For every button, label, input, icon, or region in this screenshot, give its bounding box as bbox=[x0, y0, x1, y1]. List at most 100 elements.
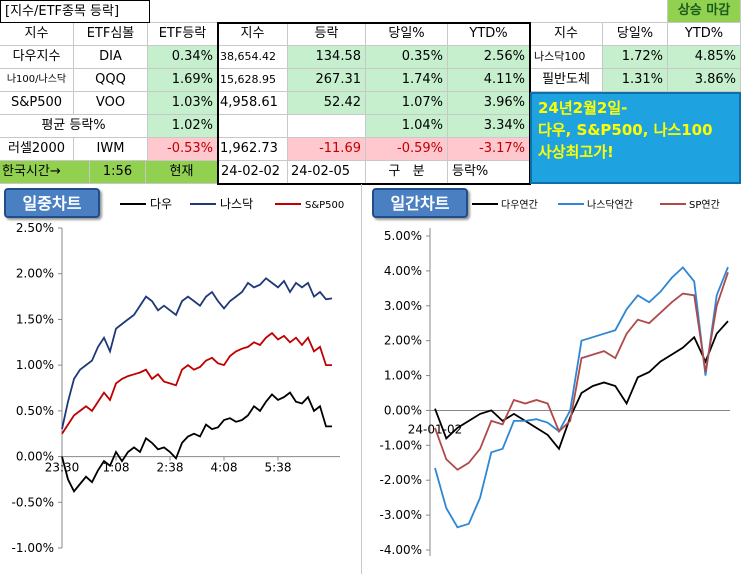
korea-time-value: 1:56 bbox=[90, 161, 146, 184]
y-tick-label: 5.00% bbox=[384, 229, 422, 243]
row-nasdaq-etf-change: 1.69% bbox=[148, 69, 218, 92]
row-sp500-change: 52.42 bbox=[288, 92, 366, 115]
col-header-index-value: 지수 bbox=[218, 23, 288, 46]
y-tick-label: -3.00% bbox=[380, 508, 422, 522]
highlight-note: 24년2월2일- 다우, S&P500, 나스100 사상최고가! bbox=[530, 92, 741, 184]
row-nasdaq-day-pct: 1.74% bbox=[366, 69, 448, 92]
row-dow-change: 134.58 bbox=[288, 46, 366, 69]
daily-chart-svg: 5.00% 4.00% 3.00% 2.00% 1.00% 0.00% -1.00% -2.0… bbox=[380, 199, 730, 557]
blank-cell bbox=[218, 115, 288, 138]
x-tick-label: 4:08 bbox=[211, 461, 238, 475]
market-summary-table: [지수/ETF종목 등락] 상승 마감 지수 ETF심볼 ETF등락 지수 등락… bbox=[0, 0, 741, 185]
y-tick-label: -1.00% bbox=[12, 541, 54, 555]
series-line-2 bbox=[434, 272, 729, 471]
legend-label: 나스닥연간 bbox=[587, 199, 633, 211]
x-tick-label: 2:38 bbox=[157, 461, 184, 475]
col-header-index-name: 지수 bbox=[0, 23, 74, 46]
row-russell-etf-change: -0.53% bbox=[148, 138, 218, 161]
note-line-1: 24년2월2일- bbox=[538, 99, 628, 117]
row-dow-day-pct: 0.35% bbox=[366, 46, 448, 69]
y-tick-label: 0.50% bbox=[16, 404, 54, 418]
y-tick-label: 1.00% bbox=[384, 369, 422, 383]
row-nasdaq-name: 나100/나스닥 bbox=[0, 69, 74, 92]
row-dow-name: 다우지수 bbox=[0, 46, 74, 69]
y-tick-label: 4.00% bbox=[384, 264, 422, 278]
y-tick-label: -0.50% bbox=[12, 495, 54, 509]
series-line-1 bbox=[61, 277, 333, 430]
y-tick-label: -4.00% bbox=[380, 543, 422, 557]
side-col-header-name: 지수 bbox=[530, 23, 603, 46]
category-label: 구 분 bbox=[366, 161, 448, 184]
y-tick-label: 3.00% bbox=[384, 299, 422, 313]
row-sp500-etf-change: 1.03% bbox=[148, 92, 218, 115]
intraday-chart: 2.50% 2.00% 1.50% 1.00% 0.50% 0.00% -0.50% -1.0… bbox=[0, 184, 362, 574]
row-dow-index: 38,654.42 bbox=[218, 46, 288, 69]
y-tick-label: 2.00% bbox=[16, 267, 54, 281]
col-header-change: 등락 bbox=[288, 23, 366, 46]
legend-label: SP연간 bbox=[689, 199, 720, 211]
y-tick-label: 1.00% bbox=[16, 358, 54, 372]
y-tick-label: 2.50% bbox=[16, 221, 54, 235]
date-current: 24-02-05 bbox=[288, 161, 366, 184]
intraday-chart-button[interactable]: 일중차트 bbox=[4, 188, 100, 218]
intraday-chart-svg: 2.50% 2.00% 1.50% 1.00% 0.50% 0.00% -0.50% -1.0… bbox=[12, 197, 345, 555]
row-russell-index: 1,962.73 bbox=[218, 138, 288, 161]
side-row-sox-name: 필반도체 bbox=[530, 69, 603, 92]
row-sp500-index: 4,958.61 bbox=[218, 92, 288, 115]
row-nasdaq-ytd-pct: 4.11% bbox=[448, 69, 530, 92]
row-nasdaq-change: 267.31 bbox=[288, 69, 366, 92]
y-tick-label: 0.00% bbox=[16, 450, 54, 464]
note-line-3: 사상최고가! bbox=[538, 143, 614, 161]
side-row-sox-ytd-pct: 3.86% bbox=[668, 69, 741, 92]
row-russell-day-pct: -0.59% bbox=[366, 138, 448, 161]
col-header-etf-change: ETF등락 bbox=[148, 23, 218, 46]
market-status-badge: 상승 마감 bbox=[668, 0, 741, 23]
average-etf-change: 1.02% bbox=[148, 115, 218, 138]
sheet-title: [지수/ETF종목 등락] bbox=[0, 0, 150, 23]
now-label: 현재 bbox=[146, 161, 218, 184]
row-dow-ytd-pct: 2.56% bbox=[448, 46, 530, 69]
blank-cell bbox=[288, 115, 366, 138]
row-russell-ytd-pct: -3.17% bbox=[448, 138, 530, 161]
legend-label: 나스닥 bbox=[220, 197, 253, 211]
side-row-nasdaq100-day-pct: 1.72% bbox=[603, 46, 668, 69]
y-tick-label: 2.00% bbox=[384, 334, 422, 348]
row-russell-name: 러셀2000 bbox=[0, 138, 74, 161]
col-header-etf-symbol: ETF심볼 bbox=[74, 23, 148, 46]
row-sp500-day-pct: 1.07% bbox=[366, 92, 448, 115]
average-day-pct: 1.04% bbox=[366, 115, 448, 138]
row-russell-symbol: IWM bbox=[74, 138, 148, 161]
x-tick-label: 23:30 bbox=[45, 461, 80, 475]
row-sp500-symbol: VOO bbox=[74, 92, 148, 115]
col-header-day-pct: 당일% bbox=[366, 23, 448, 46]
note-line-2: 다우, S&P500, 나스100 bbox=[538, 121, 713, 139]
row-russell-change: -11.69 bbox=[288, 138, 366, 161]
y-tick-label: 0.00% bbox=[384, 403, 422, 417]
row-dow-etf-change: 0.34% bbox=[148, 46, 218, 69]
series-line-0 bbox=[61, 391, 332, 493]
row-nasdaq-symbol: QQQ bbox=[74, 69, 148, 92]
legend-label: 다우 bbox=[150, 197, 172, 211]
average-ytd-pct: 3.34% bbox=[448, 115, 530, 138]
korea-time-label: 한국시간→ bbox=[0, 161, 90, 184]
legend-label: S&P500 bbox=[305, 200, 344, 211]
col-header-ytd-pct: YTD% bbox=[448, 23, 530, 46]
y-tick-label: -2.00% bbox=[380, 473, 422, 487]
series-line-2 bbox=[61, 331, 332, 435]
row-dow-symbol: DIA bbox=[74, 46, 148, 69]
series-line-0 bbox=[434, 320, 729, 451]
side-col-header-day-pct: 당일% bbox=[603, 23, 668, 46]
daily-chart: 5.00% 4.00% 3.00% 2.00% 1.00% 0.00% -1.00% -2.0… bbox=[368, 184, 741, 574]
x-tick-label: 5:38 bbox=[265, 461, 292, 475]
side-col-header-ytd-pct: YTD% bbox=[668, 23, 741, 46]
side-row-nasdaq100-name: 나스닥100 bbox=[530, 46, 603, 69]
row-nasdaq-index: 15,628.95 bbox=[218, 69, 288, 92]
row-sp500-ytd-pct: 3.96% bbox=[448, 92, 530, 115]
y-tick-label: -1.00% bbox=[380, 438, 422, 452]
change-pct-label: 등락% bbox=[448, 161, 530, 184]
daily-chart-button[interactable]: 일간차트 bbox=[372, 188, 468, 218]
average-label: 평균 등락% bbox=[0, 115, 148, 138]
side-row-nasdaq100-ytd-pct: 4.85% bbox=[668, 46, 741, 69]
y-tick-label: 1.50% bbox=[16, 312, 54, 326]
date-previous: 24-02-02 bbox=[218, 161, 288, 184]
